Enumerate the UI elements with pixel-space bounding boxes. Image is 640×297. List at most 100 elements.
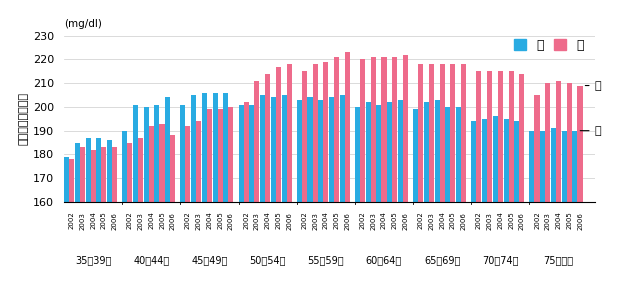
Bar	[143, 107, 148, 202]
Bar	[276, 67, 281, 202]
Bar	[64, 157, 69, 202]
Bar	[424, 102, 429, 202]
Bar	[265, 74, 270, 202]
Text: 75歳以上: 75歳以上	[543, 255, 573, 265]
Legend: 男, 女: 男, 女	[509, 34, 589, 56]
Bar	[239, 105, 244, 202]
Bar	[529, 131, 534, 202]
Bar	[96, 138, 101, 202]
Bar	[429, 64, 434, 202]
Bar	[403, 55, 408, 202]
Bar	[556, 81, 561, 202]
Bar	[271, 97, 276, 202]
Bar	[244, 102, 249, 202]
Bar	[440, 64, 445, 202]
Bar	[112, 147, 117, 202]
Bar	[355, 107, 360, 202]
Bar	[371, 57, 376, 202]
Bar	[340, 95, 345, 202]
Bar	[509, 71, 514, 202]
Bar	[287, 64, 292, 202]
Bar	[223, 93, 228, 202]
Bar	[445, 107, 451, 202]
Bar	[329, 97, 334, 202]
Bar	[487, 71, 492, 202]
Bar	[515, 121, 519, 202]
Text: 女: 女	[586, 80, 601, 91]
Text: 45～49歳: 45～49歳	[191, 255, 228, 265]
Bar	[228, 107, 234, 202]
Bar	[360, 59, 365, 202]
Bar	[69, 159, 74, 202]
Bar	[250, 105, 254, 202]
Bar	[562, 131, 567, 202]
Bar	[154, 105, 159, 202]
Bar	[159, 124, 164, 202]
Bar	[218, 109, 223, 202]
Bar	[435, 100, 440, 202]
Bar	[122, 131, 127, 202]
Bar	[282, 95, 287, 202]
Bar	[101, 147, 106, 202]
Bar	[461, 64, 466, 202]
Bar	[202, 93, 207, 202]
Text: (mg/dl): (mg/dl)	[64, 19, 102, 29]
Bar	[398, 100, 403, 202]
Bar	[451, 64, 456, 202]
Bar	[519, 74, 524, 202]
Bar	[345, 52, 350, 202]
Bar	[381, 57, 387, 202]
Text: 40～44歳: 40～44歳	[133, 255, 170, 265]
Text: 50～54歳: 50～54歳	[250, 255, 286, 265]
Bar	[392, 57, 397, 202]
Bar	[413, 109, 418, 202]
Text: 男: 男	[580, 126, 601, 136]
Bar	[482, 119, 487, 202]
Bar	[207, 109, 212, 202]
Bar	[567, 83, 572, 202]
Bar	[165, 97, 170, 202]
Text: 35～39歳: 35～39歳	[75, 255, 111, 265]
Bar	[418, 64, 423, 202]
Bar	[75, 143, 80, 202]
Bar	[186, 126, 191, 202]
Text: 60～64歳: 60～64歳	[366, 255, 402, 265]
Bar	[127, 143, 132, 202]
Bar	[312, 64, 317, 202]
Bar	[476, 71, 481, 202]
Bar	[91, 150, 95, 202]
Bar	[572, 131, 577, 202]
Bar	[493, 116, 498, 202]
Bar	[170, 135, 175, 202]
Bar	[260, 95, 265, 202]
Text: 65～69歳: 65～69歳	[424, 255, 460, 265]
Bar	[334, 57, 339, 202]
Bar	[365, 102, 371, 202]
Bar	[180, 105, 186, 202]
Bar	[577, 86, 582, 202]
Bar	[212, 93, 218, 202]
Bar	[545, 83, 550, 202]
Bar	[504, 119, 509, 202]
Bar	[534, 95, 540, 202]
Bar	[254, 81, 259, 202]
Bar	[138, 138, 143, 202]
Bar	[307, 97, 312, 202]
Bar	[376, 105, 381, 202]
Bar	[133, 105, 138, 202]
Bar	[297, 100, 302, 202]
Bar	[80, 147, 85, 202]
Bar	[456, 107, 461, 202]
Bar	[318, 100, 323, 202]
Bar	[551, 128, 556, 202]
Bar	[471, 121, 476, 202]
Text: 70～74歳: 70～74歳	[482, 255, 518, 265]
Bar	[540, 131, 545, 202]
Bar	[86, 138, 91, 202]
Bar	[387, 102, 392, 202]
Bar	[148, 126, 154, 202]
Y-axis label: 総コレステロール: 総コレステロール	[19, 92, 29, 145]
Bar	[302, 71, 307, 202]
Bar	[498, 71, 503, 202]
Bar	[323, 62, 328, 202]
